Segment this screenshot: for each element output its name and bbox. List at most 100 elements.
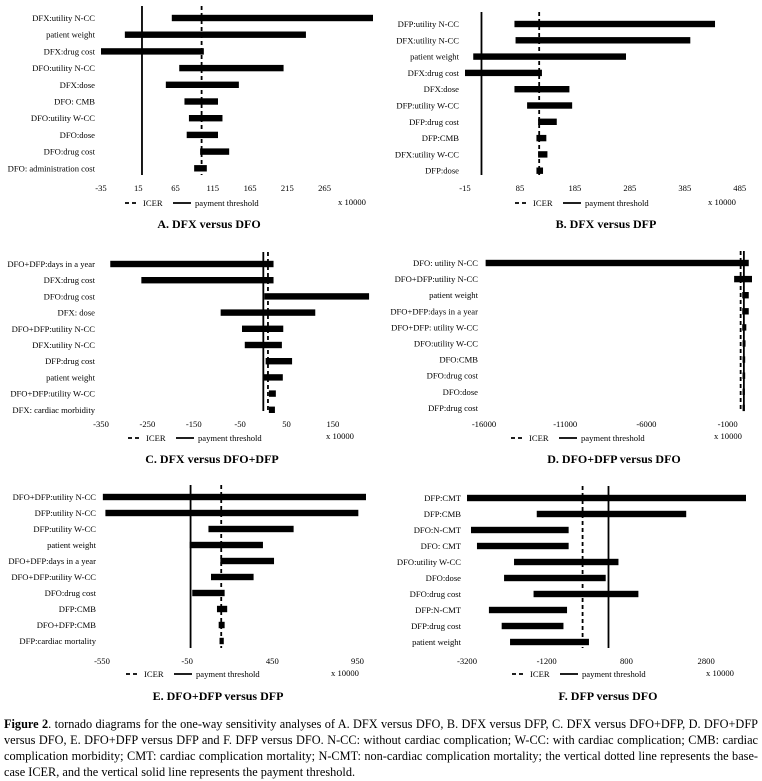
legend-threshold-label: payment threshold: [196, 669, 260, 679]
unit-label: x 10000: [714, 431, 742, 441]
tornado-bar: [265, 358, 293, 365]
category-label: patient weight: [429, 290, 479, 300]
tornado-panel-2: DFP:utility N-CC DFX:utility N-CC patient …: [395, 12, 746, 231]
category-label: patient weight: [46, 30, 96, 40]
category-label: DFO:drug cost: [427, 371, 479, 381]
x-tick-label: 950: [351, 656, 364, 666]
x-tick-label: 85: [516, 183, 525, 193]
tornado-bar: [514, 558, 619, 566]
unit-label: x 10000: [331, 668, 359, 678]
x-tick-label: -1200: [537, 656, 557, 666]
panel-title: D. DFO+DFP versus DFO: [547, 452, 681, 466]
x-tick-label: 15: [134, 183, 143, 193]
category-label: DFX: cardiac morbidity: [12, 405, 95, 415]
legend-threshold-label: payment threshold: [581, 433, 645, 443]
category-label: DFO: administration cost: [8, 163, 96, 173]
x-tick-label: 65: [171, 183, 180, 193]
category-label: DFO: CMT: [421, 541, 462, 551]
category-label: DFO:utility W-CC: [31, 113, 95, 123]
x-tick-label: -350: [93, 419, 109, 429]
tornado-bar: [208, 525, 294, 533]
tornado-bar: [536, 167, 544, 174]
unit-label: x 10000: [326, 431, 354, 441]
tornado-bar: [485, 259, 749, 267]
x-tick-label: -11000: [553, 419, 577, 429]
x-tick-label: 800: [620, 656, 633, 666]
category-label: patient weight: [412, 637, 462, 647]
category-label: DFO+DFP:days in a year: [8, 556, 96, 566]
category-label: DFO:N-CMT: [414, 525, 462, 535]
x-tick-label: 50: [282, 419, 291, 429]
legend-icer-label: ICER: [533, 198, 553, 208]
tornado-bar: [476, 542, 569, 550]
category-label: DFP:CMT: [424, 493, 462, 503]
category-label: DFP:CMB: [424, 509, 462, 519]
category-label: DFP:utility W-CC: [396, 101, 459, 111]
legend-threshold-label: payment threshold: [198, 433, 262, 443]
category-label: DFP:drug cost: [428, 403, 479, 413]
tornado-bar: [536, 510, 687, 518]
tornado-bar: [102, 493, 366, 501]
figure-caption: Figure 2. tornado diagrams for the one-w…: [4, 716, 758, 780]
tornado-panel-4: DFO: utility N-CC DFO+DFP:utility N-CC pat…: [390, 251, 752, 466]
x-tick-label: 450: [266, 656, 279, 666]
caption-label: Figure: [4, 717, 39, 731]
tornado-bar: [504, 574, 606, 582]
x-tick-label: 115: [206, 183, 219, 193]
tornado-bar: [742, 292, 749, 299]
tornado-bar: [514, 20, 716, 28]
tornado-bar: [263, 374, 283, 381]
tornado-bar: [268, 406, 275, 413]
x-tick-label: 165: [244, 183, 257, 193]
tornado-bar: [220, 309, 316, 316]
category-label: DFX:drug cost: [408, 68, 460, 78]
tornado-bar: [538, 118, 557, 125]
x-tick-label: -1000: [718, 419, 738, 429]
category-label: DFO:dose: [443, 387, 479, 397]
category-label: DFO:utility N-CC: [32, 63, 95, 73]
category-label: DFO+DFP: utility W-CC: [391, 322, 478, 332]
tornado-panel-3: DFO+DFP:days in a year DFX:drug cost DFO:d…: [7, 252, 370, 466]
category-label: DFO+DFP:days in a year: [7, 259, 95, 269]
tornado-bar: [488, 606, 568, 614]
legend-icer-label: ICER: [146, 433, 166, 443]
category-label: DFX:utility N-CC: [32, 13, 95, 23]
category-label: DFP:drug cost: [45, 356, 96, 366]
panel-title: C. DFX versus DFO+DFP: [145, 452, 279, 466]
category-label: patient weight: [47, 540, 97, 550]
tornado-bar: [110, 260, 274, 268]
category-label: DFO:drug cost: [44, 291, 96, 301]
category-label: DFO+DFP:utility N-CC: [12, 324, 96, 334]
category-label: DFX:utility N-CC: [32, 340, 95, 350]
category-label: DFX:utility W-CC: [395, 149, 459, 159]
x-tick-label: -250: [139, 419, 155, 429]
tornado-bar: [171, 14, 373, 22]
tornado-panel-1: DFX:utility N-CC patient weight DFX:drug c…: [8, 6, 373, 231]
legend-threshold-label: payment threshold: [195, 198, 259, 208]
category-label: DFP:drug cost: [409, 117, 460, 127]
tornado-bar: [192, 589, 225, 597]
tornado-bar: [514, 86, 570, 93]
tornado-bar: [501, 622, 564, 630]
category-label: DFO+DFP:days in a year: [390, 306, 478, 316]
tornado-bar: [194, 165, 207, 172]
category-label: DFO:drug cost: [410, 589, 462, 599]
category-label: DFO: utility N-CC: [413, 258, 478, 268]
unit-label: x 10000: [338, 197, 366, 207]
x-tick-label: -16000: [472, 419, 496, 429]
category-label: DFO:drug cost: [44, 147, 96, 157]
tornado-bar: [538, 151, 548, 158]
legend-icer-label: ICER: [144, 669, 164, 679]
tornado-bar: [211, 573, 254, 581]
category-label: DFO+DFP:utility W-CC: [10, 389, 95, 399]
category-label: DFO:CMB: [439, 355, 478, 365]
tornado-bar: [467, 494, 746, 502]
tornado-bar: [510, 638, 589, 646]
category-label: patient weight: [410, 52, 460, 62]
category-label: DFX:dose: [60, 80, 96, 90]
tornado-bar: [742, 308, 749, 315]
category-label: DFP:drug cost: [411, 621, 462, 631]
x-tick-label: 2800: [698, 656, 715, 666]
panel-title: B. DFX versus DFP: [556, 217, 657, 231]
category-label: DFO:drug cost: [45, 588, 97, 598]
